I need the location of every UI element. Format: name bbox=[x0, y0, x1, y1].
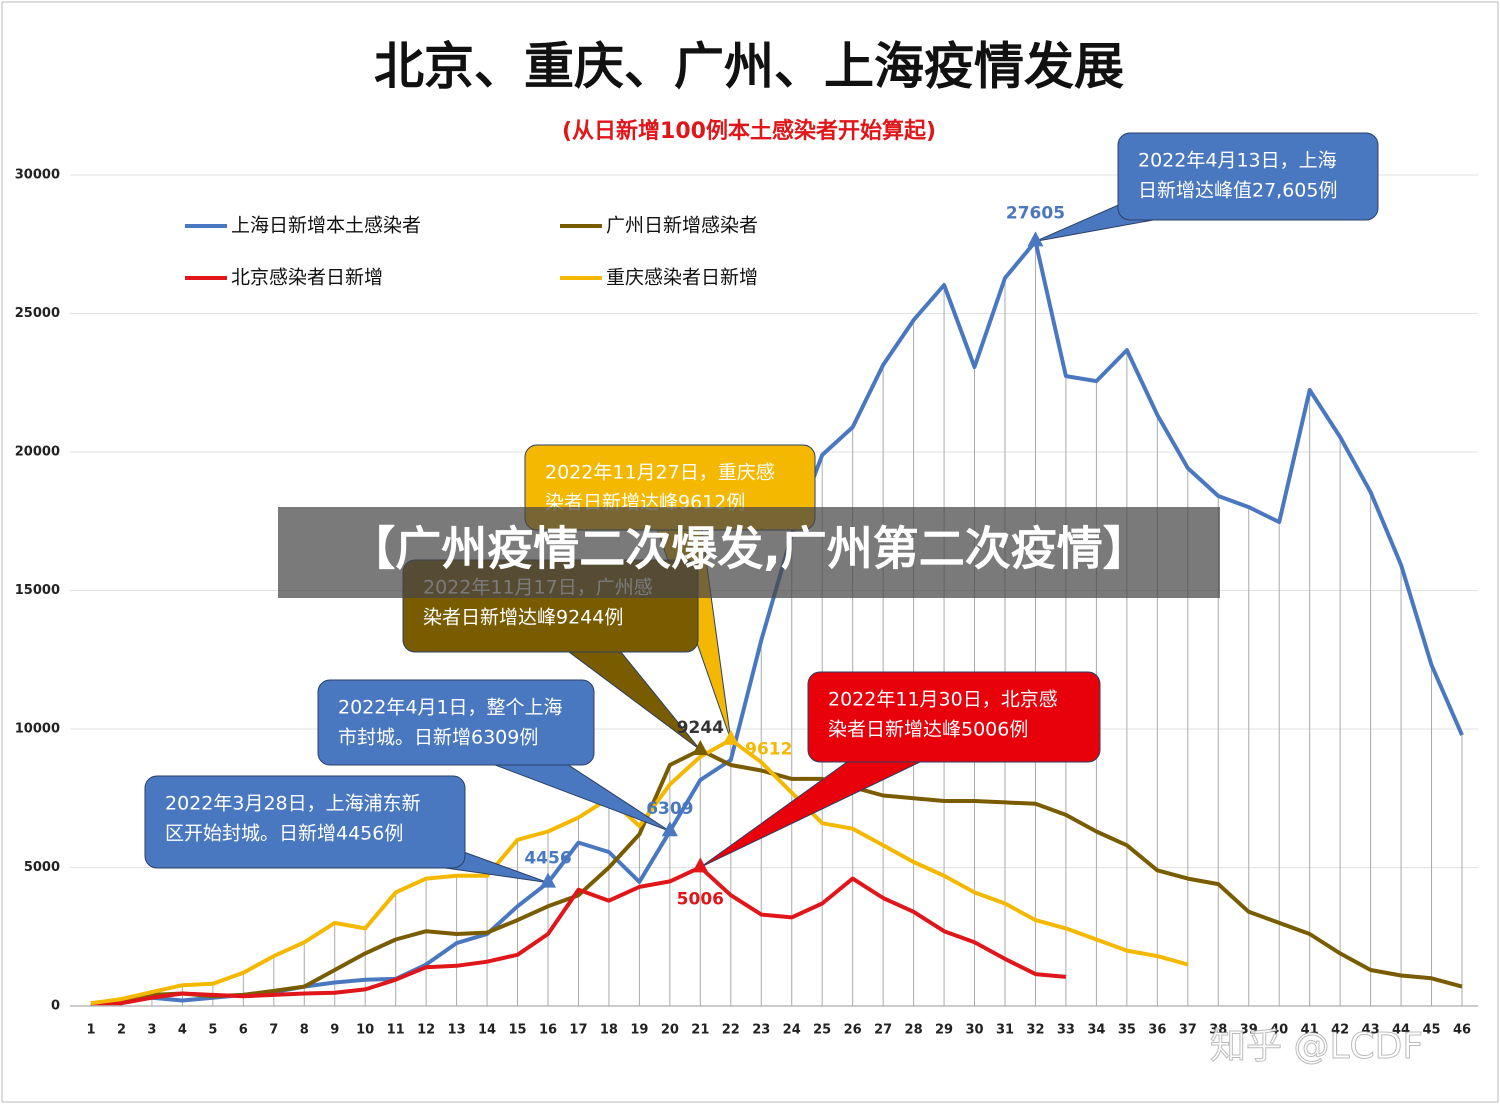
peak-marker bbox=[692, 739, 709, 755]
data-label: 27605 bbox=[1006, 203, 1065, 223]
y-tick-label: 5000 bbox=[24, 860, 60, 875]
x-tick-label: 24 bbox=[783, 1023, 801, 1038]
peak-marker bbox=[661, 821, 678, 837]
chart-subtitle: (从日新增100例本土感染者开始算起) bbox=[562, 118, 936, 144]
callout-text: 日新增达峰值27,605例 bbox=[1138, 180, 1337, 202]
y-tick-label: 25000 bbox=[15, 306, 60, 321]
x-tick-label: 36 bbox=[1148, 1023, 1166, 1038]
y-tick-label: 0 bbox=[51, 999, 60, 1014]
x-tick-label: 42 bbox=[1331, 1023, 1349, 1038]
x-tick-label: 46 bbox=[1453, 1023, 1471, 1038]
x-tick-label: 5 bbox=[208, 1023, 217, 1038]
x-tick-label: 34 bbox=[1087, 1023, 1105, 1038]
x-tick-label: 11 bbox=[387, 1023, 405, 1038]
x-tick-label: 29 bbox=[935, 1023, 953, 1038]
x-tick-label: 4 bbox=[178, 1023, 187, 1038]
callout-text: 2022年11月30日，北京感 bbox=[828, 689, 1058, 711]
callout-text: 2022年4月1日，整个上海 bbox=[338, 697, 563, 719]
series-line bbox=[91, 865, 1067, 1006]
data-label: 9244 bbox=[677, 718, 724, 738]
chart-title: 北京、重庆、广州、上海疫情发展 bbox=[374, 38, 1124, 96]
y-tick-label: 15000 bbox=[15, 583, 60, 598]
x-tick-label: 9 bbox=[330, 1023, 339, 1038]
series-line bbox=[90, 737, 1189, 1006]
x-tick-label: 40 bbox=[1270, 1023, 1288, 1038]
x-tick-label: 2 bbox=[117, 1023, 126, 1038]
x-tick-label: 16 bbox=[539, 1023, 557, 1038]
callout-text: 2022年11月27日，重庆感 bbox=[545, 462, 775, 484]
y-tick-label: 30000 bbox=[15, 168, 60, 183]
x-tick-label: 41 bbox=[1301, 1023, 1319, 1038]
x-tick-label: 38 bbox=[1209, 1023, 1227, 1038]
x-tick-label: 15 bbox=[508, 1023, 526, 1038]
banner-text: 【广州疫情二次爆发,广州第二次疫情】 bbox=[349, 522, 1148, 576]
y-tick-label: 20000 bbox=[15, 445, 60, 460]
legend-label: 北京感染者日新增 bbox=[231, 267, 383, 289]
callout-box bbox=[1117, 132, 1379, 221]
x-tick-label: 6 bbox=[239, 1023, 248, 1038]
peak-marker bbox=[722, 729, 739, 745]
peak-marker bbox=[540, 872, 556, 888]
peak-marker bbox=[1027, 231, 1044, 247]
x-tick-label: 13 bbox=[448, 1023, 466, 1038]
x-tick-label: 45 bbox=[1422, 1023, 1440, 1038]
x-tick-label: 19 bbox=[630, 1023, 648, 1038]
legend-label: 重庆感染者日新增 bbox=[606, 267, 758, 289]
x-tick-label: 18 bbox=[600, 1023, 618, 1038]
x-tick-label: 37 bbox=[1179, 1023, 1197, 1038]
callout-text: 2022年4月13日，上海 bbox=[1138, 150, 1337, 172]
x-tick-label: 27 bbox=[874, 1023, 892, 1038]
banner-bg bbox=[278, 507, 1220, 598]
x-tick-label: 17 bbox=[569, 1023, 587, 1038]
x-tick-label: 14 bbox=[478, 1023, 496, 1038]
x-tick-label: 20 bbox=[661, 1023, 679, 1038]
x-tick-label: 8 bbox=[300, 1023, 309, 1038]
callout-box bbox=[807, 671, 1101, 763]
x-tick-label: 10 bbox=[356, 1023, 374, 1038]
x-tick-label: 3 bbox=[147, 1023, 156, 1038]
callout-box bbox=[317, 679, 595, 766]
peak-marker bbox=[692, 857, 709, 873]
x-tick-label: 23 bbox=[752, 1023, 770, 1038]
x-tick-label: 31 bbox=[996, 1023, 1014, 1038]
plot bbox=[90, 239, 1464, 1006]
x-tick-label: 43 bbox=[1362, 1023, 1380, 1038]
x-tick-label: 39 bbox=[1240, 1023, 1258, 1038]
callout-box bbox=[144, 775, 466, 869]
callout-text: 2022年3月28日，上海浦东新 bbox=[165, 793, 421, 815]
x-tick-label: 25 bbox=[813, 1023, 831, 1038]
x-tick-label: 35 bbox=[1118, 1023, 1136, 1038]
x-tick-label: 28 bbox=[905, 1023, 923, 1038]
data-label: 5006 bbox=[677, 889, 724, 909]
data-label: 9612 bbox=[745, 740, 792, 760]
callout-text: 染者日新增达峰5006例 bbox=[828, 719, 1028, 741]
x-tick-label: 26 bbox=[844, 1023, 862, 1038]
x-tick-label: 32 bbox=[1026, 1023, 1044, 1038]
callout-text: 染者日新增达峰9244例 bbox=[423, 607, 623, 629]
x-tick-label: 30 bbox=[965, 1023, 983, 1038]
x-tick-label: 21 bbox=[691, 1023, 709, 1038]
x-tick-label: 7 bbox=[269, 1023, 278, 1038]
y-tick-label: 10000 bbox=[15, 722, 60, 737]
x-tick-label: 22 bbox=[722, 1023, 740, 1038]
x-tick-label: 33 bbox=[1057, 1023, 1075, 1038]
callout-text: 市封城。日新增6309例 bbox=[338, 727, 538, 749]
data-label: 4456 bbox=[524, 849, 571, 869]
x-tick-label: 12 bbox=[417, 1023, 435, 1038]
x-tick-label: 1 bbox=[86, 1023, 95, 1038]
x-tick-label: 44 bbox=[1392, 1023, 1410, 1038]
data-label: 6309 bbox=[646, 799, 693, 819]
legend-label: 广州日新增感染者 bbox=[606, 215, 758, 237]
callout-text: 区开始封城。日新增4456例 bbox=[165, 823, 403, 845]
watermark: 知乎 @LCDF bbox=[1210, 1026, 1423, 1067]
legend-label: 上海日新增本土感染者 bbox=[231, 215, 421, 237]
